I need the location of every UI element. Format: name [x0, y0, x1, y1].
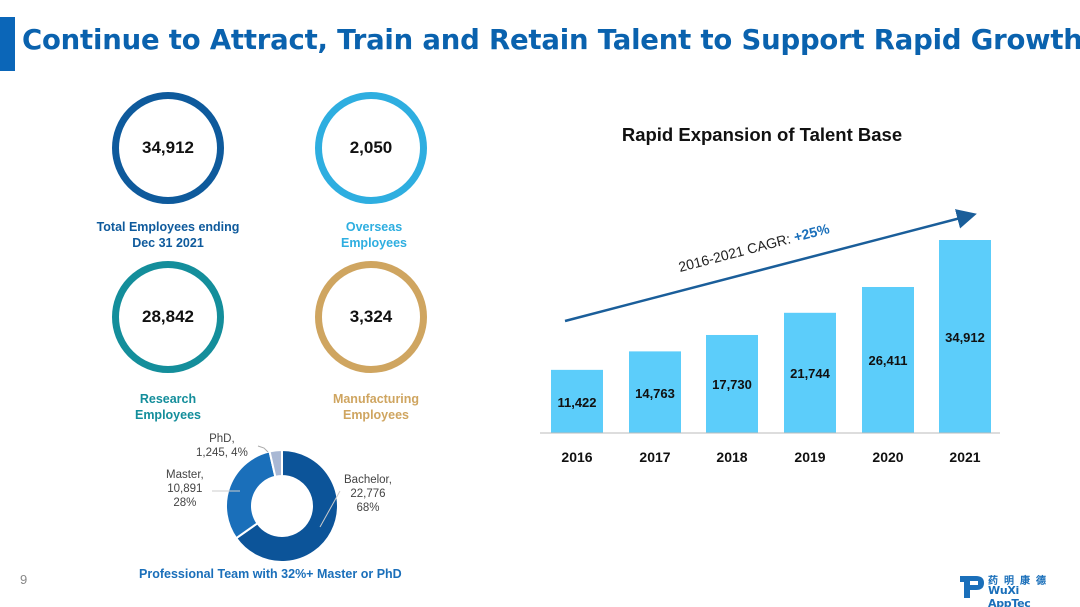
- kpi-label-manufacturing: Manufacturing Employees: [276, 391, 476, 423]
- kpi-label-total-line2: Dec 31 2021: [132, 236, 204, 250]
- page-number: 9: [20, 572, 28, 587]
- kpi-label-manufacturing-line2: Employees: [342, 408, 409, 422]
- kpi-value-manufacturing: 3,324: [349, 307, 393, 326]
- kpi-label-total-line1: Total Employees ending: [96, 220, 240, 234]
- kpi-label-research: Research Employees: [68, 391, 268, 423]
- bachelor-leader-line: [319, 490, 341, 528]
- master-percent: 28%: [173, 497, 197, 509]
- phd-name: PhD,: [209, 433, 235, 445]
- kpi-ring-total: 34,912: [112, 92, 224, 204]
- phd-percent: 4%: [231, 447, 248, 459]
- logo-chinese-name: 药明康德: [988, 576, 1052, 587]
- kpi-label-total: Total Employees ending Dec 31 2021: [68, 219, 268, 251]
- donut-label-bachelor: Bachelor, 22,776 68%: [344, 473, 392, 515]
- kpi-label-manufacturing-line1: Manufacturing: [332, 392, 420, 406]
- donut-label-master: Master, 10,891 28%: [166, 468, 204, 510]
- donut-caption: Professional Team with 32%+ Master or Ph…: [139, 567, 402, 581]
- kpi-ring-overseas: 2,050: [315, 92, 427, 204]
- title-accent-bar: [0, 17, 15, 71]
- kpi-value-research: 28,842: [142, 307, 194, 326]
- kpi-value-total: 34,912: [142, 138, 194, 157]
- donut-label-phd: PhD, 1,245, 4%: [196, 432, 248, 460]
- bachelor-count: 22,776: [350, 488, 386, 500]
- master-count: 10,891: [167, 483, 203, 495]
- logo-english-name: WuXi AppTec: [988, 584, 1031, 607]
- donut-slice-phd: [268, 448, 283, 478]
- bachelor-name: Bachelor,: [344, 474, 392, 486]
- donut-slice-master: [225, 450, 277, 540]
- phd-leader-line: [257, 445, 269, 453]
- kpi-label-research-line2: Employees: [134, 408, 201, 422]
- kpi-label-overseas-line2: Employees: [340, 236, 407, 250]
- page-title: Continue to Attract, Train and Retain Ta…: [22, 24, 1080, 56]
- bachelor-percent: 68%: [356, 502, 380, 514]
- master-name: Master,: [166, 469, 204, 481]
- logo-mark-icon: [960, 576, 984, 598]
- phd-count: 1,245: [196, 447, 225, 459]
- phd-value: 1,245, 4%: [196, 447, 248, 459]
- kpi-value-overseas: 2,050: [349, 138, 393, 157]
- kpi-label-overseas: Overseas Employees: [274, 219, 474, 251]
- kpi-label-overseas-line1: Overseas: [345, 220, 403, 234]
- kpi-ring-research: 28,842: [112, 261, 224, 373]
- kpi-ring-manufacturing: 3,324: [315, 261, 427, 373]
- donut-slice-bachelor: [234, 448, 339, 563]
- kpi-label-research-line1: Research: [139, 392, 197, 406]
- wuxi-apptec-logo: 药明康德 WuXi AppTec: [958, 570, 1064, 607]
